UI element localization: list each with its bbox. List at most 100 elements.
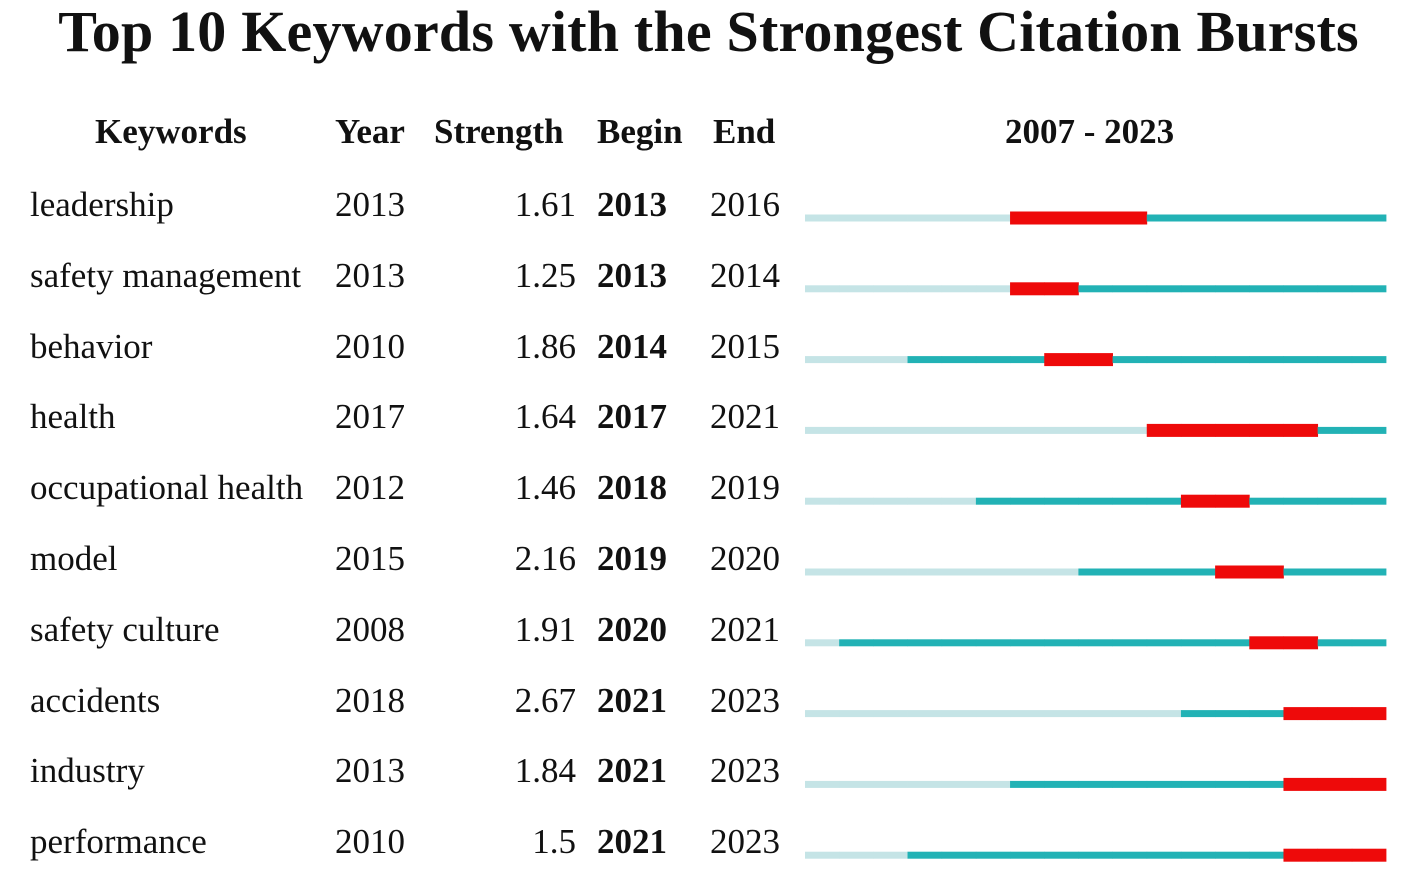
- burst-segment: [1215, 565, 1250, 579]
- active-year-segment: [1180, 851, 1216, 859]
- burst-segment: [1010, 211, 1045, 225]
- active-year-segment: [1112, 639, 1148, 647]
- inactive-year-segment: [839, 710, 874, 718]
- active-year-segment: [1112, 568, 1148, 576]
- keyword-cell: safety management: [30, 255, 302, 295]
- burst-segment: [1351, 848, 1387, 862]
- active-year-segment: [1249, 214, 1284, 222]
- active-year-segment: [1351, 426, 1387, 434]
- active-year-segment: [1283, 497, 1319, 505]
- active-year-segment: [1010, 851, 1045, 859]
- inactive-year-segment: [975, 426, 1011, 434]
- inactive-year-segment: [1146, 710, 1182, 718]
- end-cell: 2023: [710, 751, 780, 791]
- inactive-year-segment: [839, 356, 874, 364]
- active-year-segment: [1112, 497, 1148, 505]
- begin-cell: 2018: [597, 468, 667, 508]
- inactive-year-segment: [873, 710, 908, 718]
- year-cell: 2008: [335, 609, 405, 649]
- burst-segment: [1283, 848, 1319, 862]
- inactive-year-segment: [941, 426, 977, 434]
- inactive-year-segment: [907, 568, 943, 576]
- active-year-segment: [1215, 780, 1250, 788]
- burst-segment: [1317, 777, 1353, 791]
- active-year-segment: [1351, 497, 1387, 505]
- active-year-segment: [1146, 285, 1182, 293]
- inactive-year-segment: [1010, 426, 1045, 434]
- active-year-segment: [1078, 639, 1113, 647]
- inactive-year-segment: [1078, 426, 1113, 434]
- active-year-segment: [1146, 780, 1182, 788]
- inactive-year-segment: [839, 285, 874, 293]
- strength-cell: 1.46: [514, 468, 576, 508]
- active-year-segment: [1317, 214, 1353, 222]
- active-year-segment: [1180, 710, 1216, 718]
- active-year-segment: [907, 356, 943, 364]
- active-year-segment: [975, 639, 1011, 647]
- active-year-segment: [1112, 780, 1148, 788]
- inactive-year-segment: [941, 780, 977, 788]
- begin-cell: 2013: [597, 185, 667, 224]
- strength-cell: 1.86: [514, 326, 576, 366]
- year-cell: 2013: [335, 751, 405, 791]
- active-year-segment: [1249, 780, 1284, 788]
- keyword-cell: occupational health: [30, 468, 304, 508]
- keyword-cell: model: [30, 539, 118, 578]
- burst-segment: [1249, 636, 1284, 650]
- burst-segment: [1044, 211, 1079, 225]
- inactive-year-segment: [1078, 710, 1113, 718]
- keyword-cell: safety culture: [30, 609, 220, 649]
- inactive-year-segment: [975, 285, 1011, 293]
- keyword-cell: industry: [30, 751, 145, 791]
- active-year-segment: [1215, 356, 1250, 364]
- inactive-year-segment: [873, 426, 908, 434]
- inactive-year-segment: [975, 710, 1011, 718]
- active-year-segment: [1351, 568, 1387, 576]
- inactive-year-segment: [1044, 426, 1079, 434]
- burst-segment: [1112, 211, 1148, 225]
- strength-cell: 1.5: [532, 822, 576, 862]
- table-row: safety culture 2008 1.91 2020 2021: [0, 595, 1417, 665]
- active-year-segment: [1215, 214, 1250, 222]
- active-year-segment: [1078, 285, 1113, 293]
- burst-segment: [1283, 423, 1319, 437]
- strength-cell: 1.84: [514, 751, 576, 791]
- active-year-segment: [839, 639, 874, 647]
- inactive-year-segment: [839, 851, 874, 859]
- keyword-cell: performance: [30, 822, 207, 862]
- inactive-year-segment: [873, 214, 908, 222]
- burst-segment: [1351, 707, 1387, 721]
- keyword-cell: leadership: [30, 185, 174, 224]
- burst-segment: [1010, 282, 1045, 296]
- inactive-year-segment: [907, 426, 943, 434]
- active-year-segment: [1010, 356, 1045, 364]
- burst-segment: [1146, 423, 1182, 437]
- inactive-year-segment: [941, 214, 977, 222]
- active-year-segment: [1044, 780, 1079, 788]
- inactive-year-segment: [941, 285, 977, 293]
- burst-segment: [1180, 423, 1216, 437]
- burst-segment: [1283, 777, 1319, 791]
- strength-cell: 1.64: [514, 397, 576, 437]
- inactive-year-segment: [1010, 710, 1045, 718]
- active-year-segment: [1078, 780, 1113, 788]
- inactive-year-segment: [873, 497, 908, 505]
- inactive-year-segment: [805, 639, 840, 647]
- inactive-year-segment: [907, 710, 943, 718]
- keyword-cell: health: [30, 397, 116, 437]
- end-cell: 2023: [710, 822, 780, 862]
- active-year-segment: [1215, 639, 1250, 647]
- active-year-segment: [1078, 568, 1113, 576]
- year-cell: 2010: [335, 326, 405, 366]
- inactive-year-segment: [805, 710, 840, 718]
- burst-segment: [1215, 494, 1250, 508]
- table-row: leadership 2013 1.61 2013 2016: [0, 170, 1417, 240]
- inactive-year-segment: [873, 285, 908, 293]
- header-strength: Strength: [434, 112, 564, 151]
- active-year-segment: [1249, 710, 1284, 718]
- active-year-segment: [1283, 568, 1319, 576]
- active-year-segment: [1180, 356, 1216, 364]
- active-year-segment: [1112, 356, 1148, 364]
- burst-segment: [1317, 707, 1353, 721]
- strength-cell: 2.67: [514, 680, 576, 720]
